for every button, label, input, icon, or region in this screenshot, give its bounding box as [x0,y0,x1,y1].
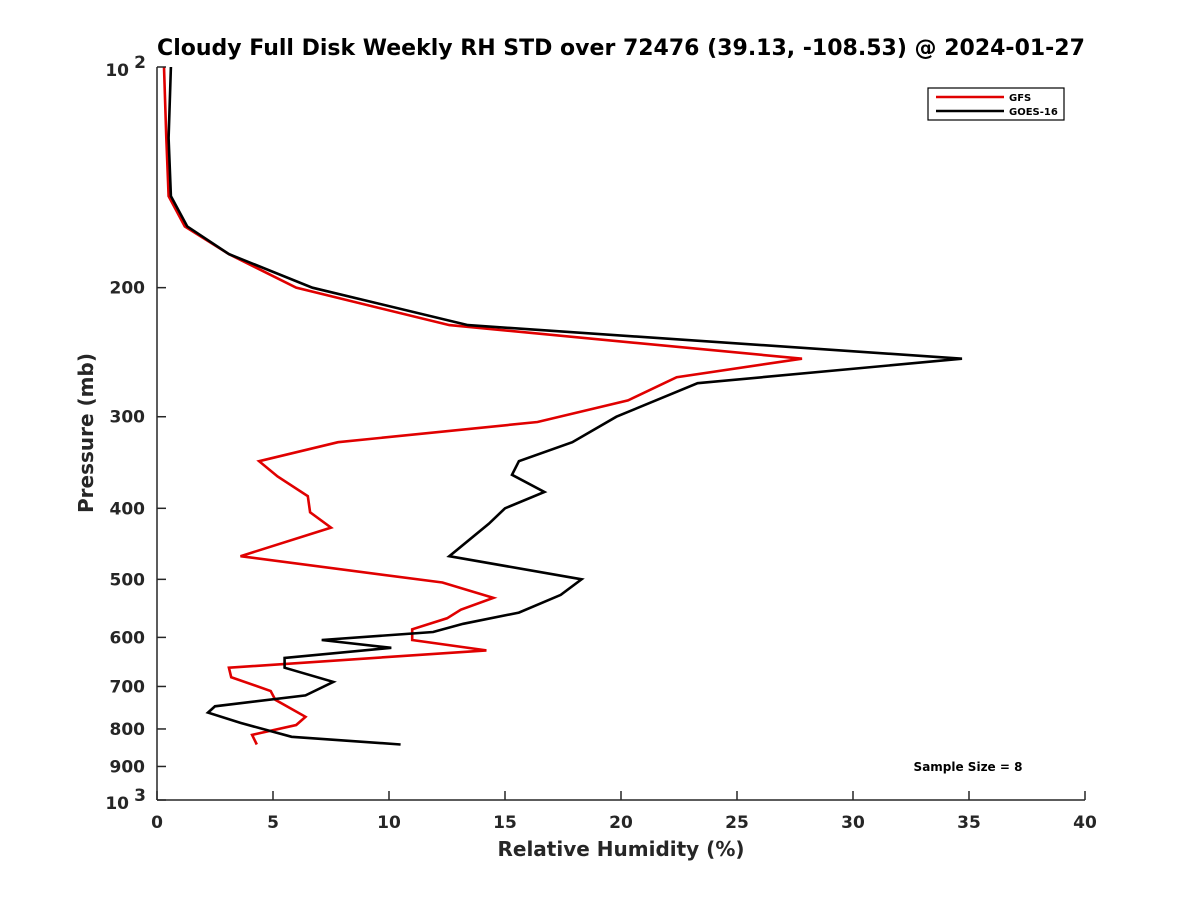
legend-label-gfs: GFS [1009,93,1031,104]
series-line-goes-16 [167,66,963,746]
x-tick-label: 0 [151,813,163,833]
y-tick-label: 600 [110,628,146,648]
x-tick-label: 5 [267,813,279,833]
x-tick-label: 40 [1073,813,1097,833]
legend-label-goes-16: GOES-16 [1009,107,1058,118]
y-tick-label: 800 [110,720,146,740]
legend-box [927,87,1065,121]
plot-lines [162,66,963,746]
axes [156,67,1085,801]
chart-title: Cloudy Full Disk Weekly RH STD over 7247… [157,36,1085,61]
x-tick-label: 20 [609,813,633,833]
sample-size-annotation: Sample Size = 8 [914,760,1023,774]
legend: GFS GOES-16 [927,87,1065,121]
y-tick-label: 500 [110,570,146,590]
x-tick-label: 35 [957,813,981,833]
y-tick-exponent: 3 [134,786,146,806]
y-tick-label: 10 [105,61,129,81]
y-tick-label: 300 [110,408,146,428]
y-tick-label: 900 [110,757,146,777]
y-tick-label: 10 [105,794,129,814]
y-tick-label: 700 [110,677,146,697]
y-axis-label: Pressure (mb) [74,353,98,513]
x-tick-label: 25 [725,813,749,833]
y-tick-label: 400 [110,499,146,519]
y-tick-label: 200 [110,279,146,299]
x-tick-label: 15 [493,813,517,833]
x-axis-ticks: 0 5 10 15 20 25 30 35 40 [151,791,1097,833]
x-tick-label: 10 [377,813,401,833]
x-tick-label: 30 [841,813,865,833]
y-tick-exponent: 2 [134,53,146,73]
x-axis-label: Relative Humidity (%) [497,837,744,861]
series-line-gfs [162,66,803,746]
